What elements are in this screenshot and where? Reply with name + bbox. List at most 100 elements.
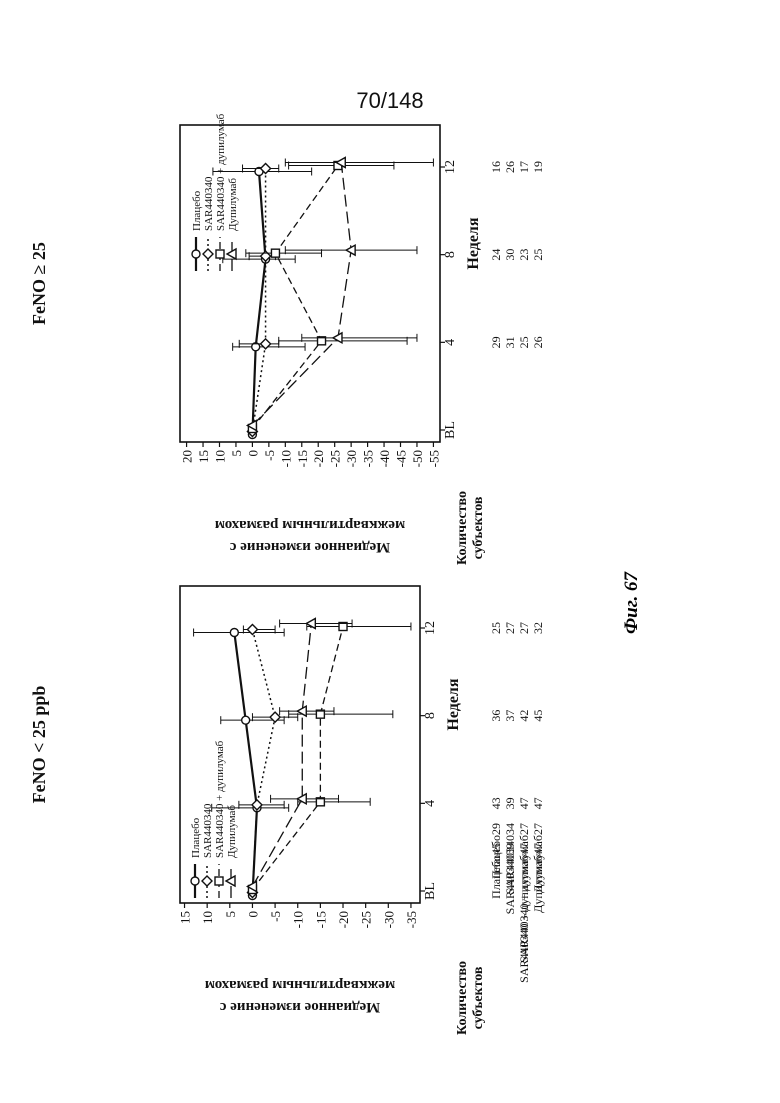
counts-value: 30 — [503, 249, 517, 261]
y-axis-label: Медианное изменение с — [229, 539, 390, 555]
counts-value: 25 — [489, 622, 503, 634]
counts-row-label: SAR44034034 — [503, 823, 517, 894]
series-3 — [246, 162, 407, 433]
counts-value: 23 — [517, 249, 531, 261]
counts-value: 19 — [531, 161, 545, 173]
legend-marker — [202, 876, 212, 886]
counts-value: 39 — [503, 797, 517, 809]
legend-marker — [203, 249, 213, 259]
chart-1: FeNO < 25 ppb151050-5-10-15-20-25-30-35B… — [29, 586, 545, 1035]
y-tick-label: 5 — [223, 911, 238, 918]
counts-value: 25 — [531, 249, 545, 261]
counts-row-label: Плацебо29 — [489, 823, 503, 879]
x-tick-label: 12 — [443, 160, 458, 174]
data-point — [271, 249, 279, 257]
figure-caption: Фиг. 67 — [621, 571, 642, 634]
y-axis-label: Медианное изменение с — [219, 999, 380, 1015]
legend-label: SAR440340 — [202, 803, 214, 858]
counts-value: 47 — [517, 797, 531, 809]
counts-value: 45 — [531, 710, 545, 722]
y-tick-label: -10 — [278, 450, 293, 467]
y-tick-label: 15 — [178, 911, 193, 924]
counts-header: Количество — [455, 961, 470, 1035]
counts-value: 47 — [531, 797, 545, 809]
counts-value: 42 — [517, 710, 531, 722]
legend-label: Плацебо — [191, 190, 203, 231]
counts-value: 29 — [489, 336, 503, 348]
y-tick-label: 0 — [245, 911, 260, 918]
counts-value: 24 — [489, 249, 503, 261]
counts-value: 43 — [489, 797, 503, 809]
counts-table: Количествосубъектов Плацебо29 29 24 16 SAR440… — [455, 161, 545, 963]
legend-marker — [191, 877, 199, 885]
y-tick-label: -20 — [311, 450, 326, 467]
counts-value: 25 — [517, 336, 531, 348]
series-line — [252, 624, 311, 887]
y-tick-label: -50 — [410, 450, 425, 467]
counts-row-label: SAR440340 + дупилумаб27 — [517, 823, 531, 963]
x-axis-label: Неделя — [445, 678, 462, 731]
legend: ПлацебоSAR440340SAR440340 + дупилумабДуп… — [191, 113, 239, 271]
legend-label: SAR440340 — [203, 176, 215, 231]
series-4 — [247, 619, 352, 892]
counts-row-label: Дупилумаб27 — [531, 823, 545, 893]
data-point — [230, 629, 238, 637]
y-tick-label: -40 — [377, 450, 392, 467]
chart-title: FeNO < 25 ppb — [29, 686, 49, 804]
legend-marker — [215, 877, 223, 885]
series-line — [252, 172, 265, 435]
legend-marker — [192, 250, 200, 258]
y-tick-label: -20 — [336, 911, 351, 928]
counts-value: 26 — [531, 336, 545, 348]
chart-2: FeNO ≥ 2520151050-5-10-15-20-25-30-35-40… — [29, 113, 545, 962]
counts-value: 26 — [503, 161, 517, 173]
y-axis-label: межквартильным размахом — [215, 517, 405, 533]
y-tick-label: -55 — [426, 450, 441, 467]
x-tick-label: 4 — [423, 800, 438, 807]
y-tick-label: -15 — [295, 450, 310, 467]
y-tick-label: 0 — [245, 450, 260, 457]
counts-value: 27 — [517, 622, 531, 634]
counts-header: субъектов — [471, 966, 486, 1029]
legend-label: Дупилумаб — [227, 178, 239, 231]
legend-marker — [216, 250, 224, 258]
y-tick-label: 20 — [180, 450, 195, 463]
series-line — [252, 163, 351, 426]
y-tick-label: -30 — [344, 450, 359, 467]
counts-header: субъектов — [471, 496, 486, 559]
y-tick-label: -35 — [404, 911, 419, 928]
x-tick-label: 4 — [443, 339, 458, 346]
series-2 — [239, 625, 298, 898]
x-tick-label: BL — [423, 882, 438, 900]
series-4 — [247, 158, 433, 431]
y-tick-label: -15 — [313, 911, 328, 928]
x-tick-label: 8 — [443, 251, 458, 258]
series-2 — [239, 164, 278, 437]
x-tick-label: 12 — [423, 621, 438, 635]
counts-value: 16 — [489, 161, 503, 173]
legend-label: SAR440340 + дупилумаб — [214, 740, 226, 858]
legend-label: SAR440340 + дупилумаб — [215, 113, 227, 231]
y-tick-label: -10 — [291, 911, 306, 928]
legend-label: Дупилумаб — [226, 805, 238, 858]
chart-title: FeNO ≥ 25 — [29, 242, 49, 325]
y-tick-label: 10 — [212, 450, 227, 463]
data-point — [242, 716, 250, 724]
y-tick-label: -25 — [328, 450, 343, 467]
y-tick-label: -5 — [262, 450, 277, 461]
y-tick-label: 5 — [229, 450, 244, 457]
counts-value: 36 — [489, 710, 503, 722]
y-tick-label: -45 — [394, 450, 409, 467]
y-tick-label: -30 — [381, 911, 396, 928]
counts-value: 17 — [517, 161, 531, 173]
x-axis-label: Неделя — [465, 217, 482, 270]
y-tick-label: 10 — [200, 911, 215, 924]
series-1 — [194, 629, 289, 900]
counts-header: Количество — [455, 491, 470, 565]
x-tick-label: 8 — [423, 712, 438, 719]
series-3 — [248, 623, 410, 894]
legend-label: Плацебо — [190, 817, 202, 858]
counts-value: 31 — [503, 336, 517, 348]
y-tick-label: -25 — [359, 911, 374, 928]
